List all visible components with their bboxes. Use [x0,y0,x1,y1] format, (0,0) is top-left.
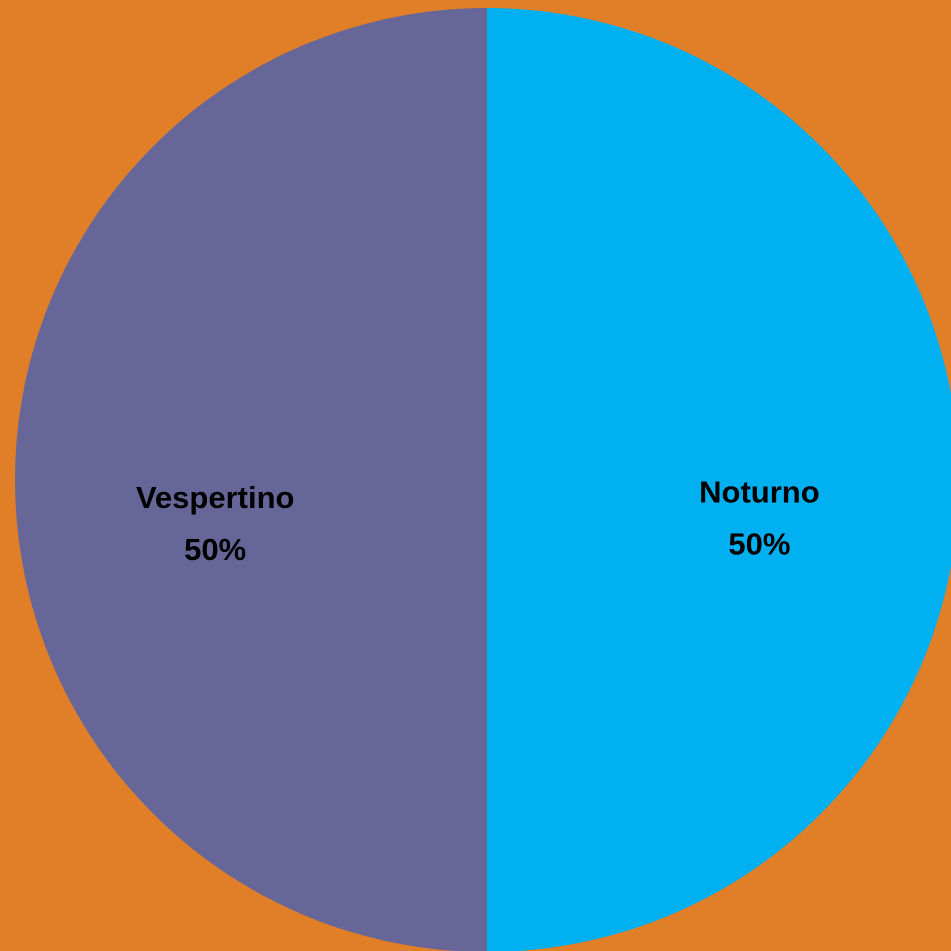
slice-label-vespertino: Vespertino [136,480,295,515]
labels-layer: Noturno 50% Vespertino 50% [136,474,820,566]
slice-percent-noturno: 50% [728,526,790,561]
slice-percent-vespertino: 50% [184,532,246,567]
slices-layer [15,8,951,951]
pie-slice-noturno [487,8,951,951]
pie-slice-vespertino [15,8,487,951]
slice-label-noturno: Noturno [699,474,820,509]
